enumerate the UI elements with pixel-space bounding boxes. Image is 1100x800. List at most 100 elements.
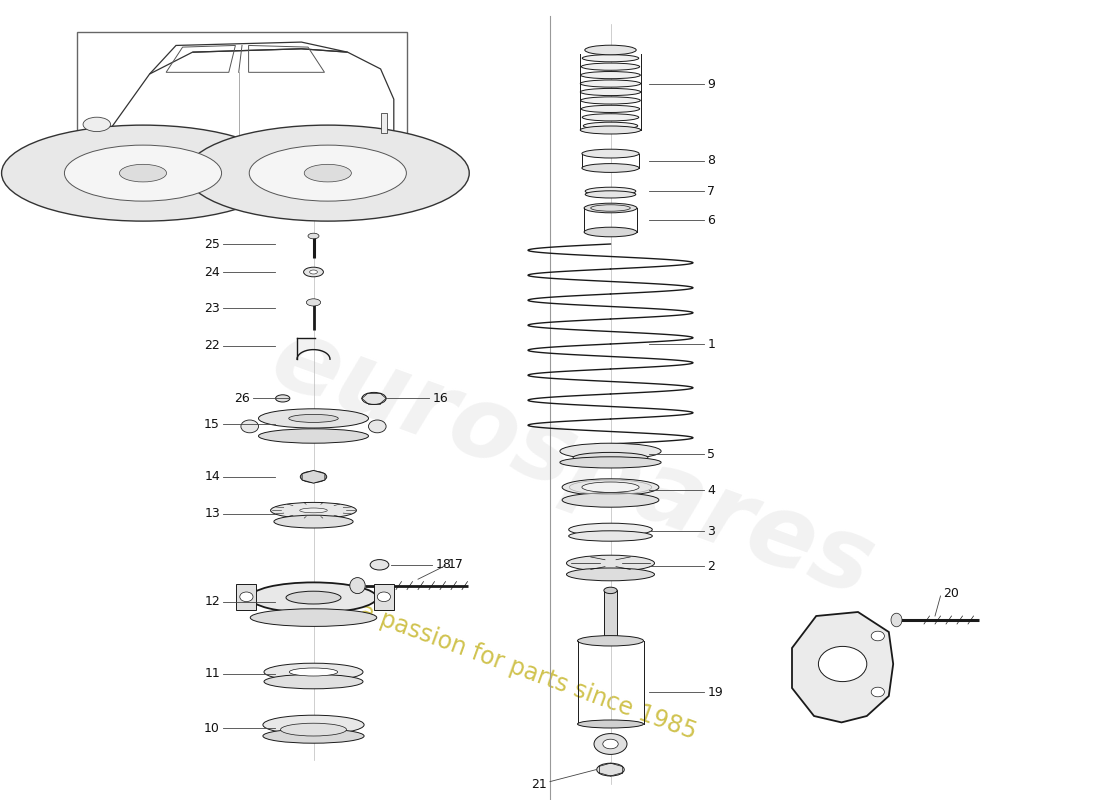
Ellipse shape [305, 164, 351, 182]
Text: 24: 24 [205, 266, 220, 278]
Ellipse shape [251, 609, 376, 626]
Ellipse shape [562, 478, 659, 495]
Bar [77, 32, 407, 200]
Ellipse shape [264, 674, 363, 689]
Ellipse shape [585, 190, 636, 198]
Ellipse shape [1, 125, 285, 221]
Text: 3: 3 [707, 525, 715, 538]
Ellipse shape [585, 45, 636, 55]
Circle shape [871, 631, 884, 641]
Ellipse shape [251, 582, 376, 613]
Ellipse shape [120, 164, 166, 182]
Bar [236, 584, 256, 610]
Ellipse shape [566, 555, 654, 571]
Text: 20: 20 [943, 587, 958, 600]
Ellipse shape [569, 531, 652, 542]
Ellipse shape [274, 515, 353, 528]
Ellipse shape [275, 394, 289, 402]
Ellipse shape [65, 145, 221, 201]
Ellipse shape [582, 149, 639, 158]
Ellipse shape [596, 763, 625, 776]
Ellipse shape [286, 591, 341, 604]
Circle shape [377, 592, 390, 602]
Polygon shape [302, 470, 324, 483]
Ellipse shape [891, 613, 902, 627]
Ellipse shape [581, 63, 640, 70]
Text: 4: 4 [707, 484, 715, 497]
Ellipse shape [263, 715, 364, 734]
Ellipse shape [289, 668, 338, 676]
Ellipse shape [258, 429, 369, 443]
Circle shape [818, 646, 867, 682]
Ellipse shape [306, 298, 321, 306]
Ellipse shape [362, 392, 386, 404]
Text: 8: 8 [707, 154, 715, 167]
Ellipse shape [271, 502, 356, 518]
Circle shape [240, 592, 253, 602]
Text: a passion for parts since 1985: a passion for parts since 1985 [356, 600, 700, 744]
Ellipse shape [573, 453, 648, 462]
Ellipse shape [250, 145, 406, 201]
Ellipse shape [582, 54, 639, 62]
Text: 14: 14 [205, 470, 220, 483]
Text: eurospares: eurospares [258, 310, 886, 618]
Ellipse shape [263, 729, 364, 743]
Bar [374, 584, 394, 610]
Circle shape [871, 687, 884, 697]
Ellipse shape [560, 443, 661, 459]
Ellipse shape [581, 97, 640, 104]
Ellipse shape [308, 234, 319, 238]
Ellipse shape [581, 126, 640, 134]
Ellipse shape [578, 635, 644, 646]
Text: 17: 17 [448, 558, 463, 570]
Ellipse shape [370, 560, 389, 570]
Ellipse shape [583, 122, 638, 130]
Circle shape [368, 420, 386, 433]
Ellipse shape [584, 203, 637, 213]
Text: 22: 22 [205, 339, 220, 352]
Text: 16: 16 [432, 392, 448, 405]
Text: 11: 11 [205, 667, 220, 680]
Ellipse shape [84, 117, 110, 131]
Ellipse shape [299, 508, 328, 513]
Bar [604, 590, 617, 644]
Ellipse shape [560, 457, 661, 468]
Ellipse shape [569, 523, 652, 536]
Ellipse shape [581, 80, 640, 87]
Ellipse shape [264, 663, 363, 681]
Text: 12: 12 [205, 595, 220, 608]
Ellipse shape [603, 739, 618, 749]
Text: 15: 15 [205, 418, 220, 430]
Text: 7: 7 [707, 185, 715, 198]
Text: 26: 26 [234, 392, 250, 405]
Ellipse shape [581, 71, 640, 78]
Ellipse shape [604, 587, 617, 594]
Text: 19: 19 [707, 686, 723, 698]
Text: 21: 21 [531, 778, 547, 790]
Text: 13: 13 [205, 507, 220, 520]
Ellipse shape [566, 568, 654, 581]
Ellipse shape [350, 578, 365, 594]
Text: 2: 2 [707, 560, 715, 573]
Text: 23: 23 [205, 302, 220, 314]
Bar [381, 113, 387, 133]
Ellipse shape [581, 89, 640, 95]
Ellipse shape [585, 187, 636, 195]
Ellipse shape [581, 106, 640, 113]
Circle shape [241, 420, 258, 433]
Ellipse shape [304, 267, 323, 277]
Text: 6: 6 [707, 214, 715, 226]
Text: 10: 10 [205, 722, 220, 734]
Ellipse shape [582, 164, 639, 172]
Ellipse shape [288, 414, 339, 422]
Text: 18: 18 [436, 558, 451, 571]
Ellipse shape [582, 114, 639, 121]
Ellipse shape [258, 409, 369, 428]
Text: 5: 5 [707, 448, 715, 461]
Ellipse shape [280, 723, 346, 736]
Ellipse shape [582, 482, 639, 492]
Ellipse shape [584, 227, 637, 237]
Ellipse shape [186, 125, 470, 221]
Polygon shape [792, 612, 893, 722]
Text: 25: 25 [205, 238, 220, 250]
